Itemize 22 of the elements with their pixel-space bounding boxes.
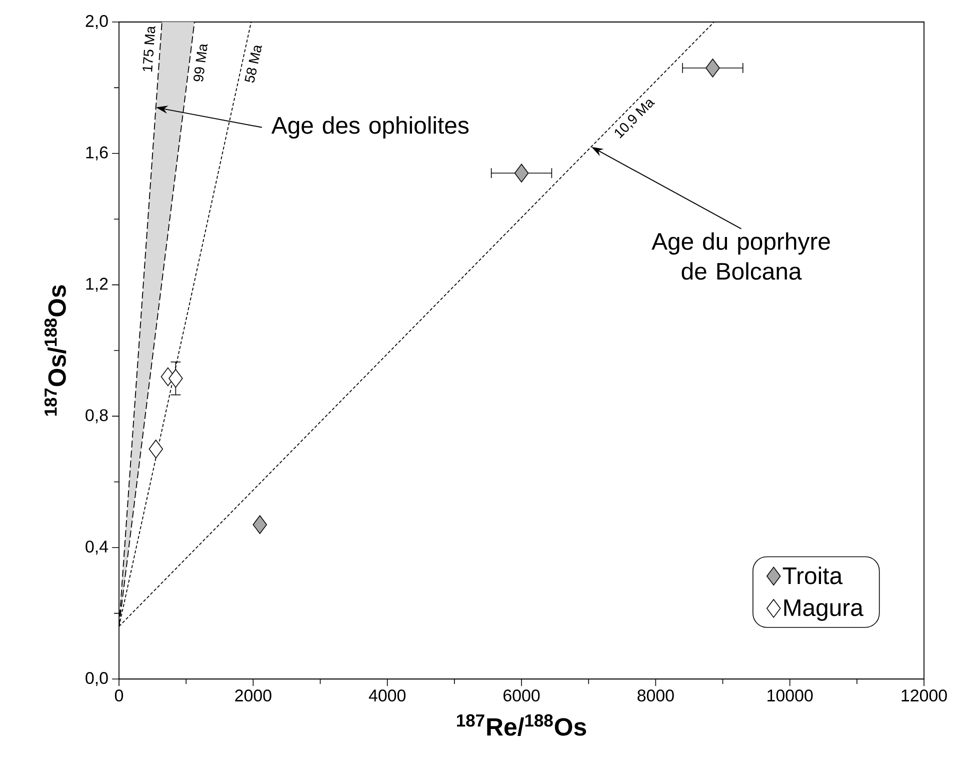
x-tick-label: 8000 xyxy=(638,689,674,702)
legend-label: Magura xyxy=(784,599,864,621)
x-tick-label: 0 xyxy=(114,689,124,702)
y-axis-title: $^{187}$Os/$^{188}$Os xyxy=(44,285,66,416)
x-tick-label: 12000 xyxy=(902,689,947,702)
y-tick-label: 1,2 xyxy=(86,278,108,292)
y-tick-label: 2,0 xyxy=(86,14,108,29)
x-tick-label: 2000 xyxy=(235,689,272,702)
y-tick-label: 0,8 xyxy=(86,409,108,424)
annotation: Age des ophiolites xyxy=(271,116,469,139)
annotation: 175 Ma xyxy=(142,26,156,72)
x-tick-label: 4000 xyxy=(368,689,406,702)
annotation: 58 Ma xyxy=(244,46,262,83)
x-tick-label: 10000 xyxy=(768,689,813,702)
annotation: Age du poprhyre de Bolcana xyxy=(652,232,830,280)
x-axis-title: $^{187}$Re/$^{188}$Os xyxy=(457,714,586,736)
annotation: 99 Ma xyxy=(194,44,208,82)
legend-label: Troita xyxy=(782,566,843,584)
y-tick-label: 0,4 xyxy=(86,540,108,555)
y-tick-label: 0,0 xyxy=(86,672,108,686)
y-tick-label: 1,6 xyxy=(86,146,108,160)
x-tick-label: 6000 xyxy=(504,689,540,702)
